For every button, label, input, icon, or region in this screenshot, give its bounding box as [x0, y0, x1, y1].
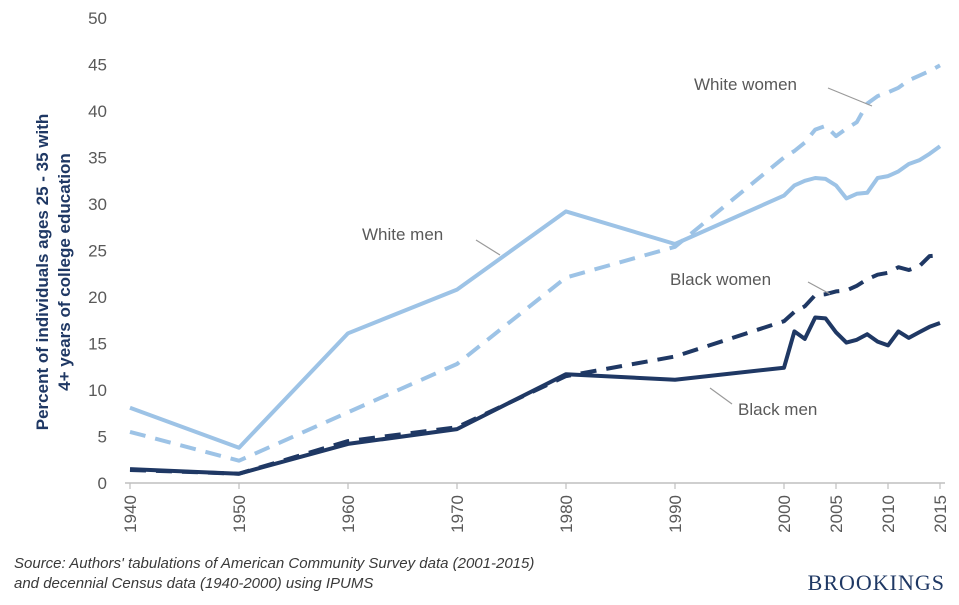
x-tick-label: 1970: [448, 495, 467, 533]
axis-layer: 0 5 10 15 20 25 30 35 40 45 50 1940 1950 1960 1970 1980…: [88, 9, 950, 533]
y-tick-label: 15: [88, 335, 107, 354]
y-tick-label: 25: [88, 242, 107, 261]
series-line-white-men: [129, 144, 942, 450]
y-tick-label: 20: [88, 288, 107, 307]
annotation-label: Black men: [738, 400, 817, 419]
y-tick-label: 35: [88, 149, 107, 168]
y-tick-label: 30: [88, 195, 107, 214]
x-tick-label: 2000: [775, 495, 794, 533]
annotation-leader-line: [475, 239, 501, 256]
annotation-label: White women: [694, 75, 797, 94]
annotation-layer: White women White men Black women Black men: [362, 75, 873, 419]
y-tick-label: 5: [98, 428, 107, 447]
annotation-leader-line: [807, 281, 831, 295]
series-line-white-women: [129, 63, 941, 463]
annotation-leader-line: [709, 387, 733, 405]
y-tick-label: 10: [88, 381, 107, 400]
x-tick-label: 1950: [230, 495, 249, 533]
series-line-black-men: [129, 315, 941, 476]
y-tick-label: 50: [88, 9, 107, 28]
y-tick-label: 40: [88, 102, 107, 121]
x-tick-label: 1990: [666, 495, 685, 533]
brand-logo: BROOKINGS: [807, 570, 945, 595]
annotation-label: Black women: [670, 270, 771, 289]
y-tick-label: 0: [98, 474, 107, 493]
annotation-label: White men: [362, 225, 443, 244]
y-tick-label: 45: [88, 56, 107, 75]
x-tick-label: 1960: [339, 495, 358, 533]
annotation-leader-line: [827, 87, 873, 107]
source-line-1: Source: Authors' tabulations of American…: [14, 555, 535, 572]
x-tick-label: 2015: [931, 495, 950, 533]
source-note: Source: Authors' tabulations of American…: [14, 554, 714, 594]
y-axis-label-line2: 4+ years of college education: [55, 153, 74, 391]
x-tick-label: 2005: [827, 495, 846, 533]
x-tick-label: 2010: [879, 495, 898, 533]
x-tick-label: 1940: [121, 495, 140, 533]
y-axis-label-line1: Percent of individuals ages 25 - 35 with: [33, 114, 52, 430]
series-layer: [129, 63, 942, 476]
source-line-2: and decennial Census data (1940-2000) us…: [14, 575, 374, 592]
x-tick-label: 1980: [557, 495, 576, 533]
